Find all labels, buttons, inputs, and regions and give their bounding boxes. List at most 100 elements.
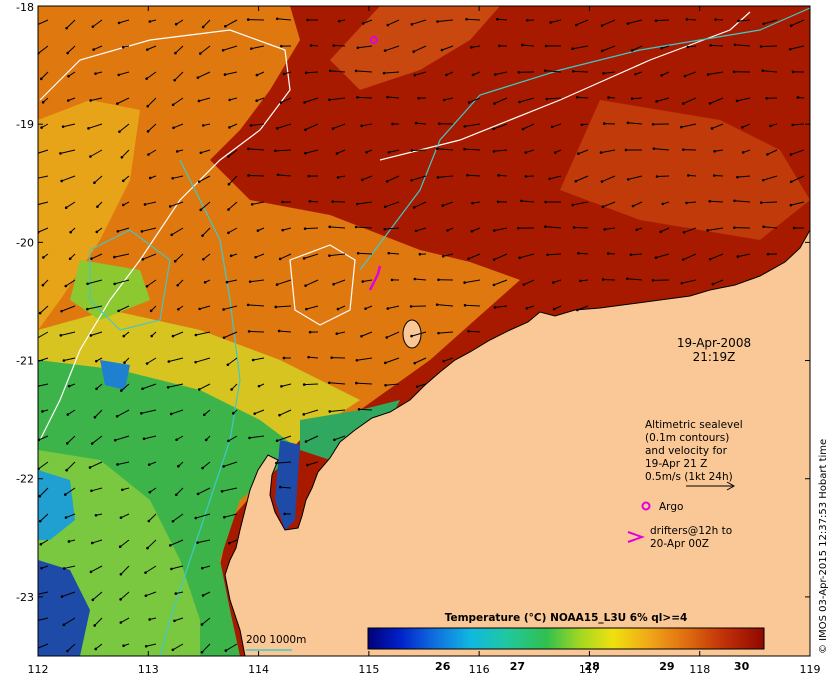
velocity-arrow-head	[223, 515, 226, 519]
velocity-arrow-head	[249, 124, 253, 127]
velocity-arrow	[250, 279, 265, 283]
velocity-arrow-head	[328, 410, 332, 413]
velocity-arrow-head	[38, 311, 42, 315]
velocity-arrow-head	[769, 124, 772, 128]
velocity-arrow-head	[91, 25, 95, 28]
velocity-arrow-head	[173, 78, 177, 82]
velocity-arrow	[519, 253, 535, 259]
velocity-arrow	[248, 304, 265, 307]
velocity-arrow	[175, 45, 184, 54]
velocity-arrow-head	[548, 177, 552, 181]
velocity-arrow-head	[147, 463, 151, 466]
velocity-arrow-head	[121, 488, 124, 492]
velocity-arrow	[197, 487, 211, 495]
sst-region-cyan-w	[38, 470, 75, 540]
velocity-arrow	[276, 279, 292, 286]
velocity-arrow-head	[759, 45, 763, 48]
velocity-arrow-head	[90, 489, 93, 493]
velocity-arrow-head	[517, 71, 521, 74]
velocity-arrow-head	[221, 48, 225, 52]
velocity-arrow-head	[62, 623, 66, 627]
velocity-arrow	[229, 123, 238, 128]
velocity-arrow	[224, 71, 238, 76]
velocity-arrow-head	[93, 415, 97, 419]
lon-tick-label: 118	[689, 663, 710, 676]
velocity-arrow-head	[250, 47, 253, 50]
velocity-arrow	[39, 487, 49, 497]
velocity-arrow	[329, 382, 346, 385]
velocity-arrow-head	[332, 282, 335, 286]
velocity-arrow	[203, 253, 211, 260]
velocity-arrow-head	[303, 101, 306, 104]
velocity-arrow	[444, 97, 454, 101]
velocity-arrow	[657, 175, 670, 178]
velocity-arrow-head	[40, 126, 43, 129]
velocity-arrow-head	[492, 150, 496, 153]
velocity-arrow-head	[274, 305, 278, 309]
velocity-arrow	[573, 70, 589, 73]
velocity-arrow	[411, 175, 427, 181]
velocity-arrow-head	[90, 257, 93, 260]
velocity-arrow-head	[174, 493, 178, 497]
velocity-arrow	[146, 357, 157, 364]
velocity-arrow	[145, 565, 157, 574]
velocity-arrow-head	[493, 73, 497, 76]
velocity-arrow	[280, 486, 292, 489]
velocity-arrow-head	[792, 226, 796, 230]
velocity-arrow-head	[94, 359, 98, 363]
velocity-arrow-head	[626, 22, 630, 25]
velocity-arrow	[228, 175, 238, 185]
velocity-arrow-head	[445, 73, 448, 77]
velocity-arrow-head	[34, 361, 37, 364]
velocity-arrow-head	[173, 619, 176, 623]
velocity-arrow	[330, 70, 346, 73]
velocity-arrow-head	[171, 519, 175, 523]
velocity-arrow-head	[225, 280, 229, 284]
velocity-arrow	[681, 123, 697, 128]
velocity-arrow-head	[737, 19, 740, 23]
velocity-arrow	[174, 253, 184, 262]
velocity-arrow-head	[169, 544, 172, 547]
velocity-arrow	[228, 435, 238, 442]
velocity-arrow-head	[415, 385, 419, 388]
velocity-arrow-head	[247, 174, 250, 177]
velocity-arrow-head	[201, 234, 204, 237]
credit-text: © IMOS 03-Apr-2015 12:37:53 Hobart time	[818, 439, 829, 654]
velocity-arrow-head	[765, 96, 769, 100]
velocity-arrow-head	[227, 208, 230, 211]
velocity-arrow-head	[332, 44, 336, 47]
velocity-arrow	[384, 71, 400, 74]
velocity-arrow-head	[635, 228, 639, 232]
sealevel-legend: Altimetric sealevel (0.1m contours) and …	[627, 419, 743, 550]
velocity-arrow	[197, 71, 211, 79]
velocity-arrow	[388, 252, 400, 255]
velocity-arrow-head	[89, 570, 93, 574]
velocity-arrow	[411, 331, 427, 337]
velocity-arrow-head	[521, 127, 525, 131]
velocity-arrow-head	[32, 620, 35, 623]
velocity-arrow	[148, 149, 157, 155]
velocity-arrow	[118, 305, 130, 312]
velocity-arrow	[171, 565, 184, 570]
velocity-arrow-head	[360, 124, 363, 128]
velocity-arrow-head	[625, 277, 629, 281]
velocity-arrow-head	[789, 24, 793, 28]
velocity-arrow-head	[328, 69, 332, 73]
velocity-arrow-head	[442, 359, 446, 363]
velocity-arrow	[305, 149, 319, 154]
velocity-arrow-head	[253, 412, 257, 415]
velocity-arrow-head	[257, 384, 261, 388]
velocity-arrow	[200, 201, 211, 211]
lon-tick-label: 115	[358, 663, 379, 676]
velocity-arrow-head	[113, 282, 116, 286]
velocity-arrow	[601, 175, 616, 183]
velocity-arrow-head	[571, 47, 574, 51]
velocity-arrow	[303, 409, 319, 415]
velocity-arrow-head	[390, 278, 394, 282]
velocity-arrow-head	[651, 122, 655, 126]
velocity-arrow-head	[386, 307, 390, 310]
velocity-arrow-head	[148, 20, 152, 23]
velocity-arrow	[87, 279, 103, 285]
velocity-arrow-head	[713, 149, 716, 153]
velocity-arrow	[117, 461, 130, 465]
